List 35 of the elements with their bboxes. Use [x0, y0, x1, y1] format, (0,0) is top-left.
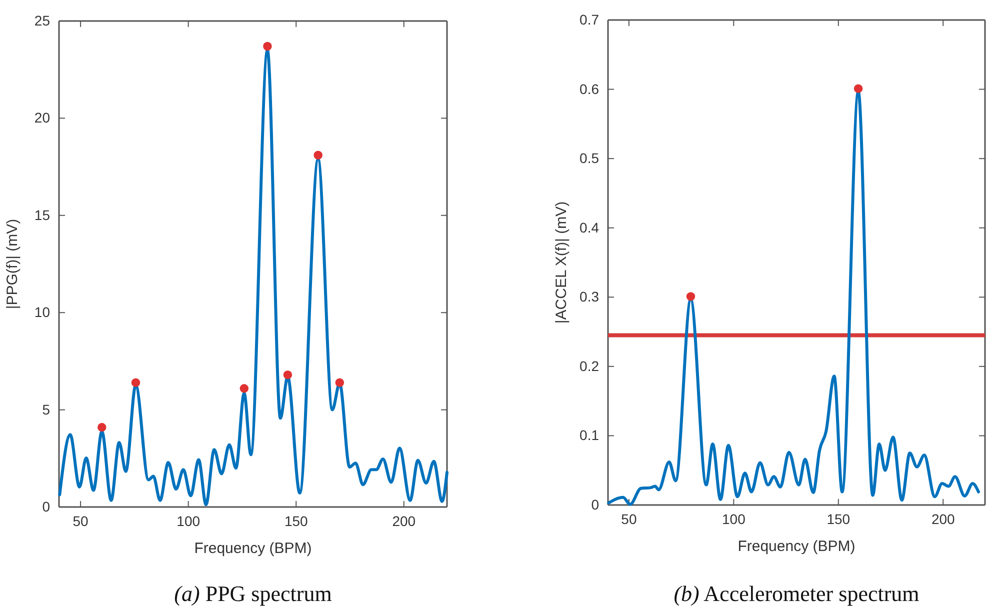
point — [131, 378, 140, 387]
x-tick-label: 50 — [621, 510, 637, 527]
y-tick-label: 0.7 — [580, 11, 600, 28]
y-tick-label: 25 — [34, 12, 50, 28]
x-tick-label: 150 — [284, 512, 308, 529]
y-tick-label: 0.2 — [580, 358, 600, 374]
x-axis-title: Frequency (BPM) — [738, 538, 856, 555]
point — [283, 370, 292, 380]
y-axis-title: |PPG(f)| (mV) — [4, 218, 21, 310]
y-tick-label: 0.3 — [580, 288, 600, 305]
point — [335, 378, 344, 387]
y-tick-label: 0.5 — [580, 150, 600, 166]
x-tick-label: 50 — [72, 512, 89, 529]
y-tick-label: 0.1 — [580, 427, 600, 444]
text: (b) Accelerometer spectrum — [674, 581, 920, 606]
text: (a) PPG spectrum — [174, 581, 332, 606]
x-tick-label: 200 — [392, 512, 416, 529]
y-tick-label: 10 — [34, 304, 50, 320]
y-tick-label: 0.6 — [580, 80, 600, 97]
point — [314, 150, 322, 160]
x-tick-label: 200 — [931, 510, 956, 527]
y-tick-label: 0 — [591, 496, 600, 512]
point — [240, 384, 249, 393]
x-tick-label: 100 — [176, 512, 200, 529]
x-tick-label: 100 — [722, 510, 746, 527]
y-tick-label: 0 — [42, 498, 50, 514]
x-tick-label: 150 — [826, 510, 850, 527]
y-tick-label: 20 — [34, 110, 50, 126]
point — [98, 422, 106, 432]
y-tick-label: 15 — [34, 206, 50, 223]
y-axis-title: |ACCEL X(f)| (mV) — [553, 201, 570, 324]
y-tick-label: 0.4 — [580, 219, 600, 236]
y-tick-label: 5 — [42, 401, 50, 418]
x-axis-title: Frequency (BPM) — [194, 540, 312, 557]
point — [263, 42, 272, 51]
